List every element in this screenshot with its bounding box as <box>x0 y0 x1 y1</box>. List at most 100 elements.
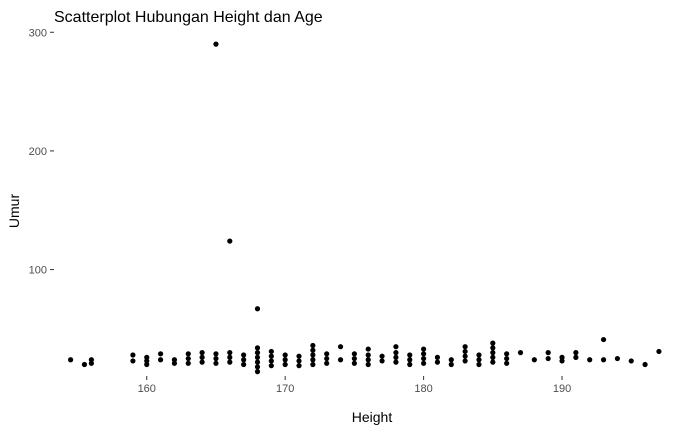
data-point-58 <box>351 355 357 362</box>
y-tick-label-2: 300 <box>29 27 47 39</box>
data-point-107 <box>614 355 620 362</box>
data-point-1 <box>81 361 88 368</box>
data-point-95 <box>504 351 510 357</box>
data-point-70 <box>407 361 413 368</box>
x-tick-label-3: 190 <box>553 383 571 395</box>
y-tick-label-0: 100 <box>29 265 47 277</box>
data-point-6 <box>144 361 150 368</box>
data-point-27 <box>241 361 247 368</box>
data-point-29 <box>241 352 247 358</box>
data-point-41 <box>282 361 288 368</box>
y-axis-label: Umur <box>6 194 22 229</box>
data-point-15 <box>185 351 191 357</box>
data-point-100 <box>559 358 565 364</box>
data-point-42 <box>282 357 288 363</box>
data-point-32 <box>254 359 261 365</box>
data-point-54 <box>324 351 330 357</box>
data-point-108 <box>628 358 634 364</box>
data-point-60 <box>365 361 371 368</box>
data-point-106 <box>600 336 607 343</box>
data-point-97 <box>531 357 537 363</box>
data-point-3 <box>88 357 94 363</box>
data-point-109 <box>642 361 648 368</box>
data-point-16 <box>199 359 205 365</box>
x-axis-label: Height <box>352 409 393 425</box>
data-point-22 <box>213 41 219 47</box>
data-point-9 <box>157 357 164 363</box>
data-point-14 <box>185 355 191 362</box>
data-point-105 <box>600 357 607 363</box>
data-point-4 <box>130 358 136 364</box>
data-point-88 <box>490 359 496 365</box>
data-point-78 <box>434 354 441 360</box>
data-point-102 <box>573 354 579 360</box>
data-point-11 <box>171 360 178 366</box>
data-point-28 <box>241 357 247 363</box>
data-point-25 <box>227 350 233 356</box>
data-point-50 <box>310 347 316 353</box>
data-point-86 <box>476 357 482 363</box>
data-point-19 <box>213 360 219 366</box>
data-point-20 <box>213 355 219 362</box>
data-point-8 <box>144 354 150 360</box>
data-point-99 <box>545 350 551 356</box>
data-point-93 <box>504 360 510 366</box>
data-point-31 <box>254 364 261 370</box>
data-point-36 <box>254 306 261 312</box>
data-point-98 <box>545 355 551 362</box>
data-point-35 <box>254 345 261 351</box>
data-point-17 <box>199 354 205 360</box>
data-point-48 <box>310 357 316 363</box>
data-point-13 <box>185 360 191 366</box>
data-point-85 <box>476 361 482 368</box>
data-point-72 <box>407 352 413 358</box>
data-point-89 <box>490 354 496 360</box>
data-point-84 <box>462 344 468 350</box>
data-point-80 <box>448 357 454 363</box>
data-point-49 <box>310 352 316 358</box>
data-point-40 <box>268 348 274 355</box>
data-point-24 <box>227 354 233 360</box>
data-points <box>68 41 662 375</box>
data-point-46 <box>296 353 302 359</box>
data-point-56 <box>337 344 344 350</box>
data-point-57 <box>351 360 357 366</box>
data-point-7 <box>144 358 150 364</box>
data-point-51 <box>310 342 316 349</box>
data-point-52 <box>324 360 330 366</box>
data-point-96 <box>517 350 524 356</box>
data-point-90 <box>490 350 496 356</box>
data-point-0 <box>68 357 74 363</box>
x-tick-label-2: 180 <box>414 383 432 395</box>
data-point-83 <box>462 348 468 355</box>
data-point-75 <box>421 351 427 357</box>
data-point-30 <box>254 369 261 375</box>
chart-title: Scatterplot Hubungan Height dan Age <box>54 9 323 26</box>
data-point-34 <box>254 350 261 356</box>
data-point-65 <box>379 353 385 359</box>
data-point-79 <box>448 361 454 368</box>
data-point-33 <box>254 354 261 360</box>
data-point-94 <box>504 355 510 362</box>
data-point-110 <box>656 348 662 355</box>
data-point-76 <box>421 346 427 352</box>
data-point-5 <box>130 352 136 358</box>
data-point-81 <box>462 358 468 364</box>
data-point-47 <box>310 361 316 368</box>
data-point-101 <box>559 354 565 360</box>
data-point-59 <box>351 351 357 357</box>
data-point-37 <box>268 363 274 369</box>
x-tick-label-0: 160 <box>138 383 156 395</box>
data-point-18 <box>199 350 205 356</box>
x-axis: 160 170 180 190 <box>138 376 571 395</box>
data-point-64 <box>379 358 385 364</box>
data-point-67 <box>393 354 399 360</box>
data-point-2 <box>88 360 94 366</box>
data-point-23 <box>227 359 233 365</box>
data-point-21 <box>213 351 219 357</box>
data-point-10 <box>157 351 164 357</box>
data-point-69 <box>393 344 399 350</box>
data-point-39 <box>268 353 274 359</box>
data-point-26 <box>227 238 233 244</box>
